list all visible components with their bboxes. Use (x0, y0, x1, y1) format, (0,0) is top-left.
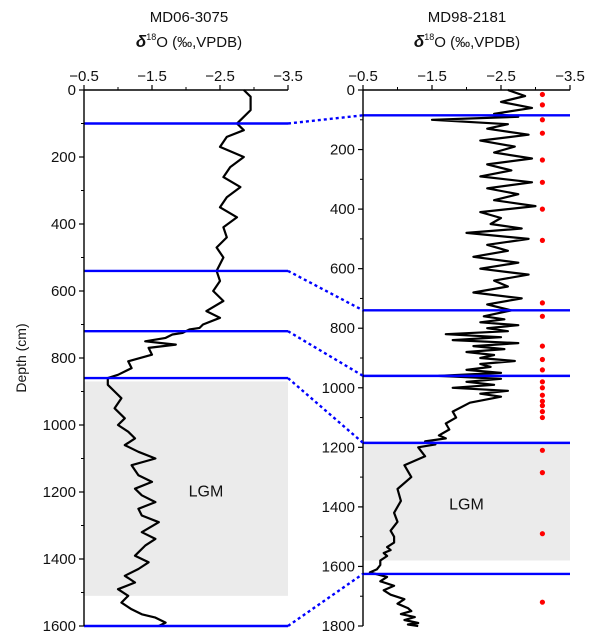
right-dating-point (539, 91, 546, 98)
left-y-tick-label: 1400 (43, 551, 76, 568)
right-y-tick-label: 0 (347, 82, 355, 99)
right-dating-point (539, 392, 546, 398)
right-dating-point (539, 385, 546, 391)
left-panel: MD06-3075 δ18O (‰,VPDB) Depth (cm) LGM −0… (13, 9, 303, 635)
tie-connector (287, 377, 364, 444)
right-lgm-label: LGM (449, 497, 484, 514)
right-dating-point (539, 237, 546, 243)
tie-connector (287, 114, 364, 125)
right-dating-point (539, 531, 546, 537)
left-y-tick-label: 1600 (43, 618, 76, 635)
left-y-tick-label: 1200 (43, 484, 76, 501)
right-x-tick-label: −0.5 (348, 68, 378, 85)
left-lgm-label: LGM (189, 484, 224, 501)
right-panel: MD98-2181 δ18O (‰,VPDB) LGM −0.5 −1.5 −2.5 −… (322, 9, 585, 635)
right-d18o-series-line (368, 88, 537, 628)
tie-line-connectors (287, 114, 364, 627)
right-dating-point (539, 447, 546, 453)
right-dating-point (539, 398, 546, 404)
right-dating-point (539, 599, 546, 605)
right-dating-point (539, 117, 546, 123)
right-dating-point (539, 179, 546, 185)
right-y-tick-label: 600 (330, 261, 355, 278)
left-y-tick-label: 1000 (43, 417, 76, 434)
right-core-title: MD98-2181 (428, 9, 506, 26)
left-y-tick-label: 0 (68, 82, 76, 99)
left-x-tick-label: −0.5 (69, 68, 99, 85)
left-lgm-band (84, 381, 288, 596)
right-dating-point (539, 102, 546, 108)
left-y-tick-label: 400 (51, 216, 76, 233)
right-lgm-band (363, 442, 570, 561)
right-dating-point (539, 409, 546, 415)
right-y-tick-label: 800 (330, 320, 355, 337)
tie-connector (287, 269, 364, 312)
right-dating-point (539, 414, 546, 421)
right-y-tick-label: 1600 (322, 558, 355, 575)
right-x-tick-label: −2.5 (486, 68, 516, 85)
left-unit-sup: 18 (146, 32, 156, 42)
right-y-tick-label: 1400 (322, 499, 355, 516)
right-unit-delta: δ (414, 32, 425, 51)
right-dating-point (539, 300, 546, 306)
right-unit-sup: 18 (424, 32, 434, 42)
left-y-tick-label: 800 (51, 350, 76, 367)
left-x-tick-label: −2.5 (205, 68, 235, 85)
left-y-tick-label: 200 (51, 149, 76, 166)
right-dating-point (539, 356, 546, 363)
left-core-title: MD06-3075 (150, 9, 228, 26)
right-dating-point (539, 313, 546, 319)
right-y-tick-label: 1200 (322, 439, 355, 456)
right-dating-point (539, 130, 546, 136)
left-x-tick-label: −3.5 (273, 68, 303, 85)
right-unit-label: δ18O (‰,VPDB) (414, 32, 520, 51)
right-dating-point (539, 206, 546, 212)
right-y-tick-label: 200 (330, 142, 355, 159)
left-unit-label: δ18O (‰,VPDB) (136, 32, 242, 51)
left-y-tick-label: 600 (51, 283, 76, 300)
right-x-tick-label: −1.5 (417, 68, 447, 85)
right-y-tick-label: 1800 (322, 618, 355, 635)
left-unit-delta: δ (136, 32, 147, 51)
left-d18o-series-line (106, 89, 252, 627)
right-dating-point (539, 379, 546, 385)
right-y-tick-label: 1000 (322, 380, 355, 397)
right-dating-point (539, 367, 546, 373)
right-x-tick-label: −3.5 (555, 68, 585, 85)
right-dating-point (539, 403, 546, 409)
depth-axis-title: Depth (cm) (13, 323, 29, 392)
right-dating-point (539, 470, 546, 476)
left-x-tick-label: −1.5 (137, 68, 167, 85)
right-y-tick-label: 400 (330, 201, 355, 218)
right-unit-suffix: O (‰,VPDB) (434, 34, 520, 51)
left-unit-suffix: O (‰,VPDB) (156, 34, 242, 51)
right-dating-point (539, 343, 546, 349)
right-dating-point (539, 157, 546, 163)
tie-connector (287, 330, 364, 377)
